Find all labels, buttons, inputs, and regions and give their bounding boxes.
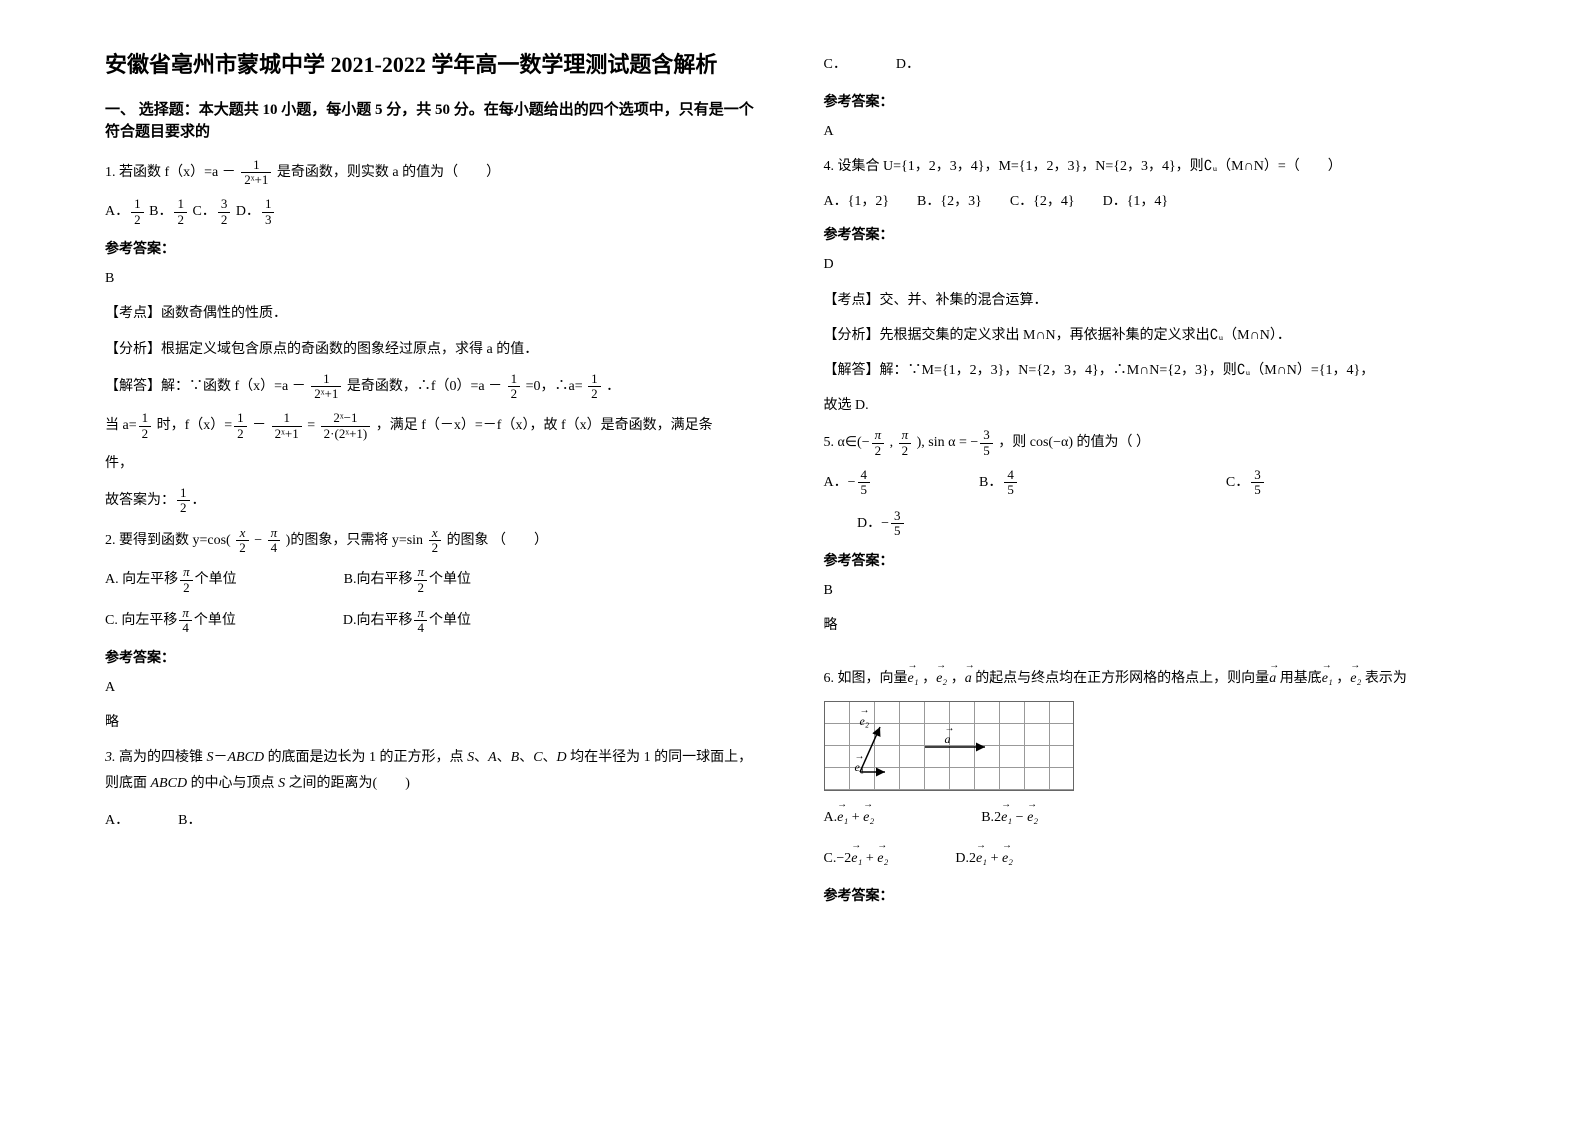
- q6-grid-figure: e₁ e₂ a: [824, 701, 1074, 791]
- q3-opts-ab: A． B．: [105, 806, 764, 837]
- q5-ans: B: [824, 578, 1483, 603]
- right-column: C． D． 参考答案： A 4. 设集合 U={1，2，3，4}，M={1，2，…: [794, 50, 1498, 1072]
- q1-stem: 1. 若函数 f（x）=a － 1 2ˣ+1 是奇函数，则实数 a 的值为（ ）: [105, 158, 764, 188]
- q3-ans-label: 参考答案：: [824, 91, 1483, 111]
- q3-ans: A: [824, 119, 1483, 144]
- q4-kd: 【考点】交、并、补集的混合运算．: [824, 288, 1483, 313]
- q5-stem: 5. α∈(−π2 , π2 ), sin α = −35 ，则 cos(−α)…: [824, 428, 1483, 458]
- q1-frac: 1 2ˣ+1: [241, 158, 271, 188]
- q1-kd: 【考点】函数奇偶性的性质．: [105, 301, 764, 326]
- left-column: 安徽省亳州市蒙城中学 2021-2022 学年高一数学理测试题含解析 一、 选择…: [90, 50, 794, 1072]
- q1-fx: 【分析】根据定义域包含原点的奇函数的图象经过原点，求得 a 的值．: [105, 337, 764, 362]
- q6-opts-row1: A.e₁ + e₂ B.2e₁ − e₂: [824, 803, 1483, 834]
- q1-text-a: 1. 若函数 f（x）=a －: [105, 165, 236, 180]
- q1-ans: B: [105, 266, 764, 291]
- q1-ans-label: 参考答案：: [105, 238, 764, 258]
- q4-ans: D: [824, 252, 1483, 277]
- q1-line5: 故答案为：12．: [105, 486, 764, 516]
- q4-jd2: 故选 D.: [824, 393, 1483, 418]
- q5-opts-row2: D．−35: [824, 509, 1483, 540]
- q1-jd: 【解答】解：∵函数 f（x）=a － 12ˣ+1 是奇函数，∴f（0）=a － …: [105, 372, 764, 402]
- q4-opts: A．{1，2} B．{2，3} C．{2，4} D．{1，4}: [824, 189, 1483, 214]
- q5-ans-label: 参考答案：: [824, 550, 1483, 570]
- q2-note: 略: [105, 710, 764, 735]
- grid-label-a: a: [945, 732, 951, 747]
- grid-label-e1: e₁: [855, 760, 865, 775]
- q1-line4: 件，: [105, 451, 764, 476]
- q6-opts-row2: C.−2e₁ + e₂ D.2e₁ + e₂: [824, 844, 1483, 875]
- q5-note: 略: [824, 613, 1483, 638]
- q3-stem: 3. 高为的四棱锥 S－ABCD 的底面是边长为 1 的正方形，点 S、A、B、…: [105, 745, 764, 795]
- q6-stem: 6. 如图，向量e₁ ，e₂ ，a 的起点与终点均在正方形网格的格点上，则向量a…: [824, 666, 1483, 691]
- q5-opts-row1: A．−45 B．45 C．35: [824, 468, 1483, 499]
- grid-label-e2: e₂: [860, 714, 870, 729]
- q2-opts-row1: A. 向左平移π2个单位 B.向右平移π2个单位: [105, 565, 764, 596]
- q3-opts-cd: C． D．: [824, 50, 1483, 81]
- q1-text-b: 是奇函数，则实数 a 的值为（ ）: [277, 165, 500, 180]
- q2-ans: A: [105, 675, 764, 700]
- doc-title: 安徽省亳州市蒙城中学 2021-2022 学年高一数学理测试题含解析: [105, 50, 764, 81]
- q2-ans-label: 参考答案：: [105, 647, 764, 667]
- q4-jd: 【解答】解：∵M={1，2，3}，N={2，3，4}，∴M∩N={2，3}，则∁…: [824, 358, 1483, 383]
- section-head: 一、 选择题：本大题共 10 小题，每小题 5 分，共 50 分。在每小题给出的…: [105, 99, 764, 144]
- q4-fx: 【分析】先根据交集的定义求出 M∩N，再依据补集的定义求出∁ᵤ（M∩N）．: [824, 323, 1483, 348]
- q1-line3: 当 a=12 时，f（x）=12 － 12ˣ+1 = 2ˣ−12·(2ˣ+1) …: [105, 411, 764, 441]
- q1-options: A．12 B．12 C．32 D．13: [105, 197, 764, 228]
- q6-ans-label: 参考答案：: [824, 885, 1483, 905]
- q2-opts-row2: C. 向左平移π4个单位 D.向右平移π4个单位: [105, 606, 764, 637]
- q2-stem: 2. 要得到函数 y=cos( x2 − π4 )的图象，只需将 y=sin x…: [105, 526, 764, 556]
- q4-ans-label: 参考答案：: [824, 224, 1483, 244]
- q4-stem: 4. 设集合 U={1，2，3，4}，M={1，2，3}，N={2，3，4}，则…: [824, 154, 1483, 179]
